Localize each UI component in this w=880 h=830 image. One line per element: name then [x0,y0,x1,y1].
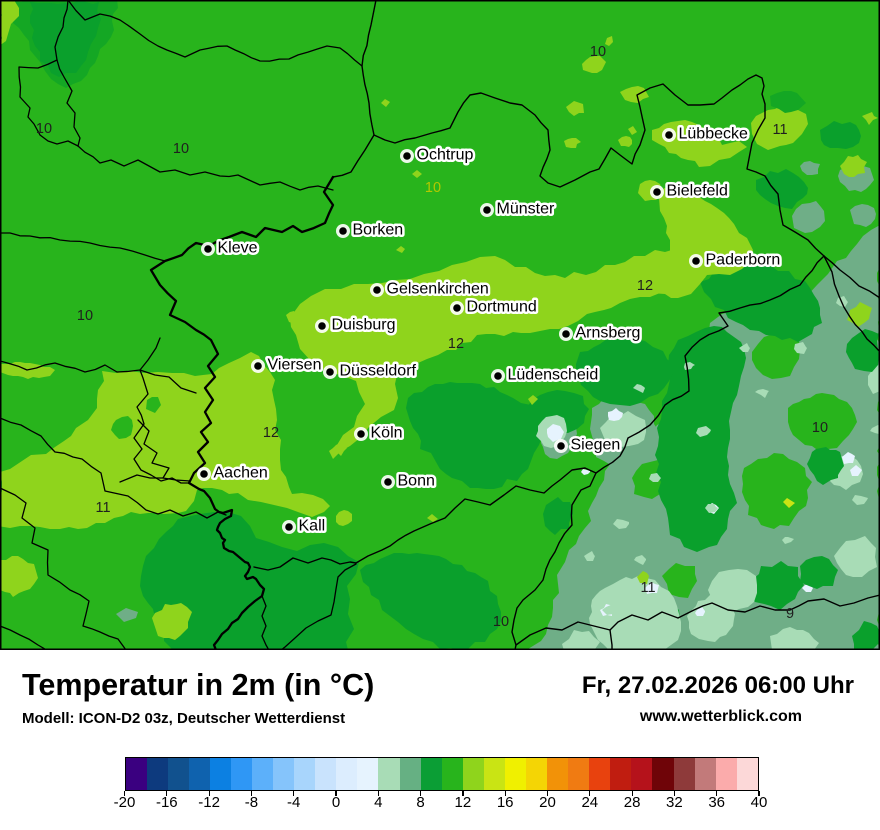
svg-text:Siegen: Siegen [571,437,621,454]
svg-text:Duisburg: Duisburg [332,317,396,334]
svg-text:11: 11 [640,580,655,596]
svg-text:Aachen: Aachen [214,465,268,482]
svg-text:11: 11 [95,500,110,516]
svg-text:Lüdenscheid: Lüdenscheid [508,367,599,384]
svg-text:Borken: Borken [353,222,404,239]
svg-text:Ochtrup: Ochtrup [417,147,474,164]
svg-text:Köln: Köln [371,425,403,442]
svg-text:12: 12 [263,425,279,441]
svg-text:Bonn: Bonn [398,473,435,490]
svg-text:12: 12 [448,336,464,352]
svg-text:Kleve: Kleve [218,240,258,257]
svg-text:10: 10 [493,614,509,630]
svg-text:Münster: Münster [497,201,555,218]
svg-text:Kall: Kall [299,518,326,535]
svg-text:10: 10 [173,141,189,157]
svg-text:Gelsenkirchen: Gelsenkirchen [387,281,489,298]
svg-text:Dortmund: Dortmund [467,299,537,316]
svg-text:10: 10 [425,180,441,196]
svg-text:10: 10 [36,121,52,137]
svg-text:9: 9 [786,606,794,622]
svg-text:12: 12 [637,278,653,294]
svg-text:Bielefeld: Bielefeld [667,183,728,200]
svg-text:Arnsberg: Arnsberg [576,325,641,342]
svg-text:10: 10 [77,308,93,324]
svg-text:Lübbecke: Lübbecke [679,126,748,143]
svg-text:Paderborn: Paderborn [706,252,781,269]
svg-text:10: 10 [590,44,606,60]
svg-text:Viersen: Viersen [268,357,322,374]
svg-text:10: 10 [812,420,828,436]
svg-text:11: 11 [772,122,787,138]
svg-text:Düsseldorf: Düsseldorf [340,363,417,380]
